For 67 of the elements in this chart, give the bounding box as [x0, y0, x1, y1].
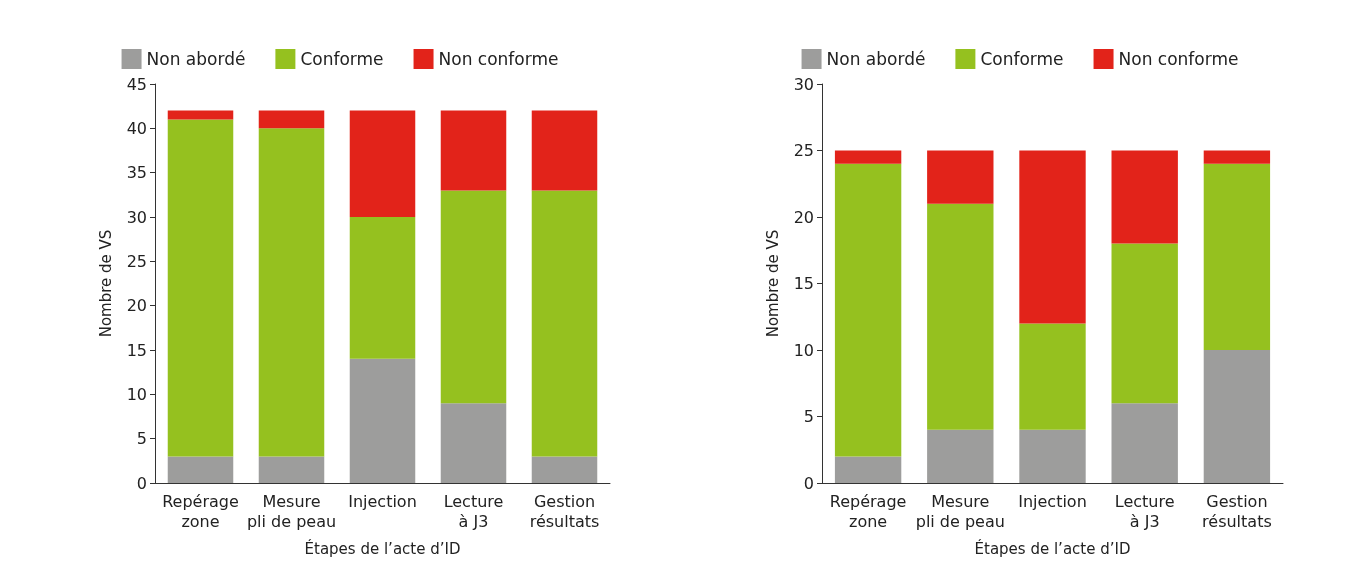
legend-label: Conforme: [980, 49, 1064, 69]
bar: [258, 456, 325, 483]
bar: [349, 110, 416, 217]
bar: [1111, 150, 1178, 244]
y-tick-label: 25: [126, 251, 147, 271]
x-tick-label: Lecture à J3: [1114, 491, 1175, 531]
y-tick-label: 10: [126, 384, 147, 404]
y-tick-label: 30: [126, 207, 147, 227]
legend-label: Non conforme: [438, 49, 559, 69]
y-tick-label: 15: [793, 274, 814, 293]
x-tick-label: Repérage zone: [829, 491, 907, 531]
bar: [167, 456, 234, 483]
bar: [440, 110, 507, 191]
x-tick-label: Lecture à J3: [443, 491, 504, 531]
bar: [531, 110, 598, 191]
bar: [1111, 243, 1178, 404]
bar: [258, 128, 325, 457]
x-tick-label: Mesure pli de peau: [915, 491, 1005, 531]
y-axis-title: Nombre de VS: [763, 229, 782, 338]
x-tick-label: Repérage zone: [162, 491, 239, 531]
bar: [167, 119, 234, 457]
bar: [349, 358, 416, 483]
bar: [927, 429, 994, 483]
x-tick-label: Gestion résultats: [1202, 491, 1272, 531]
bar: [1111, 403, 1178, 483]
bar: [440, 190, 507, 404]
y-tick-label: 0: [136, 473, 147, 493]
bar: [531, 456, 598, 483]
bar: [1019, 150, 1086, 324]
bar: [349, 217, 416, 359]
y-tick-label: 30: [793, 74, 814, 94]
y-tick-label: 20: [126, 296, 147, 316]
bar: [927, 150, 994, 204]
x-axis-title: Étapes de l’acte d’ID: [974, 538, 1131, 558]
y-tick-label: 25: [793, 141, 814, 160]
bar: [258, 110, 325, 129]
legend-label: Non abordé: [826, 49, 926, 69]
bar: [1019, 323, 1086, 430]
legend-label: Non conforme: [1118, 49, 1239, 69]
y-tick-label: 5: [136, 429, 147, 449]
bar: [1203, 150, 1271, 164]
legend-label: Non abordé: [146, 49, 246, 69]
x-tick-label: Injection: [1018, 491, 1087, 511]
legend-label: Conforme: [300, 49, 384, 69]
x-tick-label: Injection: [348, 491, 417, 511]
y-tick-label: 15: [126, 340, 147, 360]
bar: [1203, 350, 1271, 483]
bar: [531, 190, 598, 457]
y-tick-label: 5: [803, 407, 814, 426]
x-tick-label: Mesure pli de peau: [246, 491, 337, 531]
bar: [440, 403, 507, 483]
y-tick-label: 35: [126, 163, 147, 183]
x-tick-label: Gestion résultats: [529, 491, 600, 531]
bar: [167, 110, 234, 120]
x-axis-title: Étapes de l’acte d’ID: [304, 538, 461, 558]
y-tick-label: 20: [793, 207, 814, 227]
bar: [834, 150, 902, 164]
y-tick-label: 10: [793, 340, 814, 360]
y-tick-label: 45: [126, 74, 147, 94]
bar: [927, 203, 994, 430]
bar: [834, 456, 902, 483]
y-tick-label: 0: [803, 473, 814, 493]
y-tick-label: 40: [126, 118, 147, 138]
y-axis-title: Nombre de VS: [96, 229, 115, 338]
bar: [834, 163, 902, 457]
bar: [1203, 163, 1271, 350]
bar: [1019, 429, 1086, 483]
